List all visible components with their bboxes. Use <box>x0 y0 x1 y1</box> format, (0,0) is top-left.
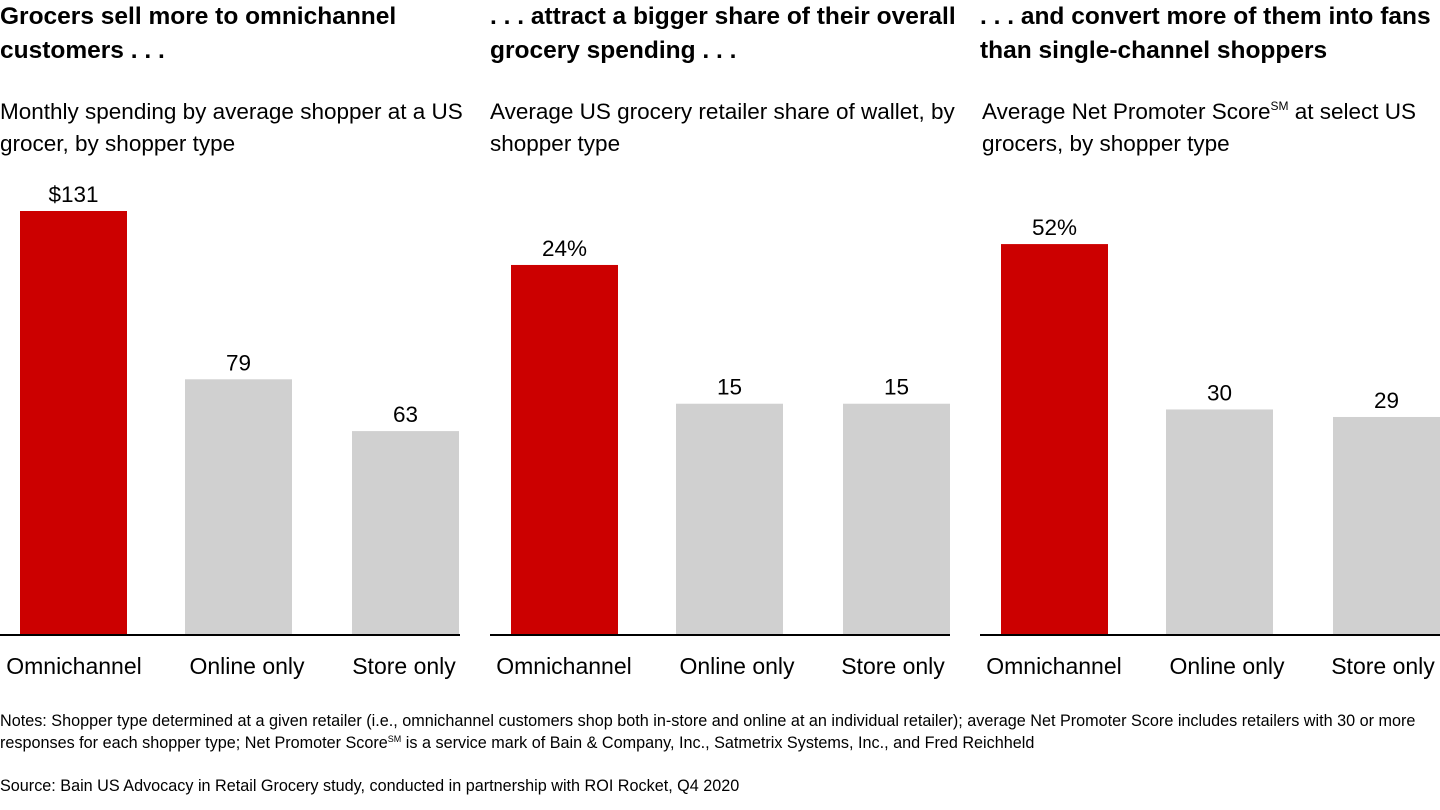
chart-1-bar-1 <box>20 211 127 635</box>
notes-part-2: is a service mark of Bain & Company, Inc… <box>401 733 1035 752</box>
notes-text: Notes: Shopper type determined at a give… <box>0 711 1440 754</box>
chart-3-category-label-1: Omnichannel <box>986 653 1122 679</box>
chart-2-category-label-1: Omnichannel <box>496 653 632 679</box>
chart-3-bar-3 <box>1333 416 1440 635</box>
chart-3-bar-1 <box>1001 244 1108 636</box>
chart-3-value-label-2: 30 <box>1207 380 1232 405</box>
source-text: Source: Bain US Advocacy in Retail Groce… <box>0 777 740 795</box>
panel-2-title: . . . attract a bigger share of their ov… <box>490 3 956 64</box>
chart-3-bar-2 <box>1166 409 1273 635</box>
notes-part-1: Notes: Shopper type determined at a give… <box>0 712 1416 752</box>
chart-1-bar-3 <box>352 431 459 635</box>
chart-3-value-label-3: 29 <box>1374 388 1399 413</box>
panel-3-subtitle: Average Net Promoter ScoreSM at select U… <box>982 96 1440 160</box>
chart-2-value-label-3: 15 <box>884 375 909 400</box>
chart-1-value-label-1: $131 <box>48 182 98 207</box>
panel-2-subtitle: Average US grocery retailer share of wal… <box>490 99 955 156</box>
chart-1-value-label-2: 79 <box>226 350 251 375</box>
panel-3-subtitle-sup: SM <box>1270 99 1289 113</box>
panel-1-title: Grocers sell more to omnichannel custome… <box>0 3 397 64</box>
chart-2-bar-2 <box>676 403 783 635</box>
chart-3-value-label-1: 52% <box>1032 215 1077 240</box>
panel-3-subtitle-after: at select US grocers, by shopper type <box>982 99 1417 156</box>
chart-2-value-label-1: 24% <box>542 236 587 261</box>
notes-sup: SM <box>387 733 402 744</box>
bar-charts: $131 Omnichannel 79 Online only 63 Store only… <box>0 182 1440 679</box>
chart-1-bar-2 <box>185 379 292 635</box>
chart-3-category-label-3: Store only <box>1331 653 1435 679</box>
chart-2-value-label-2: 15 <box>717 375 742 400</box>
chart-1-category-label-1: Omnichannel <box>6 653 142 679</box>
chart-1-category-label-2: Online only <box>189 653 305 679</box>
panel-1-subtitle: Monthly spending by average shopper at a… <box>0 99 463 156</box>
chart-1-value-label-3: 63 <box>393 402 418 427</box>
chart-2-category-label-3: Store only <box>841 653 945 679</box>
chart-3-category-label-2: Online only <box>1169 653 1285 679</box>
panel-3-subtitle-before: Average Net Promoter Score <box>982 99 1271 124</box>
chart-2-bar-3 <box>843 403 950 635</box>
chart-1-category-label-3: Store only <box>352 653 456 679</box>
chart-2-category-label-2: Online only <box>679 653 795 679</box>
chart-2-bar-1 <box>511 264 618 635</box>
panel-3-title: . . . and convert more of them into fans… <box>980 3 1431 64</box>
